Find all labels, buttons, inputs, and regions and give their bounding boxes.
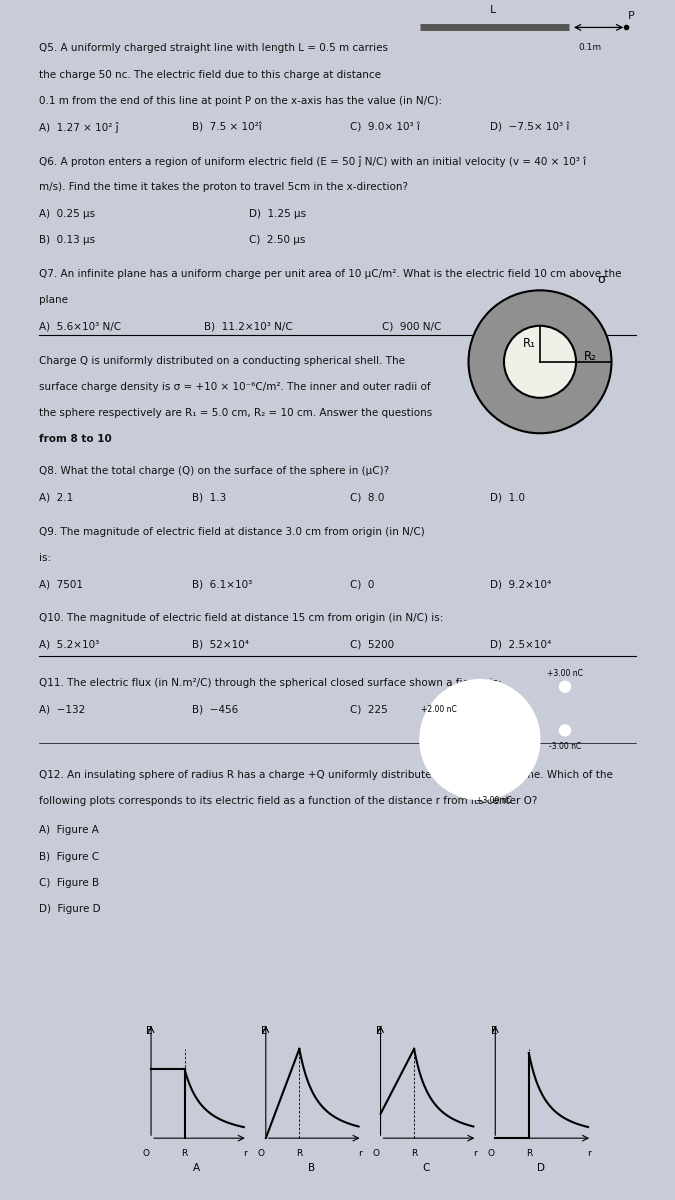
Text: B)  Figure C: B) Figure C	[39, 852, 99, 862]
Text: A: A	[193, 1163, 200, 1172]
Text: C)  5200: C) 5200	[350, 640, 394, 649]
Text: B: B	[308, 1163, 315, 1172]
Text: C: C	[423, 1163, 430, 1172]
Text: plane: plane	[39, 295, 68, 305]
Text: the charge 50 nc. The electric field due to this charge at distance: the charge 50 nc. The electric field due…	[39, 70, 381, 79]
Text: A)  0.25 μs: A) 0.25 μs	[39, 209, 95, 218]
Text: E: E	[146, 1026, 153, 1036]
Text: surface charge density is σ = +10 × 10⁻⁶C/m². The inner and outer radii of: surface charge density is σ = +10 × 10⁻⁶…	[39, 382, 431, 392]
Text: Q6. A proton enters a region of uniform electric field (E = 50 ĵ N/C) with an in: Q6. A proton enters a region of uniform …	[39, 156, 587, 167]
Text: O: O	[143, 1148, 150, 1158]
Text: E: E	[376, 1026, 382, 1036]
Text: A)  Figure A: A) Figure A	[39, 826, 99, 835]
Text: 0.1m: 0.1m	[578, 43, 601, 53]
Circle shape	[504, 325, 576, 398]
Text: Q10. The magnitude of electric field at distance 15 cm from origin (in N/C) is:: Q10. The magnitude of electric field at …	[39, 613, 443, 623]
Text: C)  8.0: C) 8.0	[350, 492, 385, 503]
Circle shape	[560, 682, 570, 692]
Text: the sphere respectively are R₁ = 5.0 cm, R₂ = 10 cm. Answer the questions: the sphere respectively are R₁ = 5.0 cm,…	[39, 408, 433, 418]
Text: +2.00 nC: +2.00 nC	[421, 706, 456, 714]
Text: C)  225: C) 225	[350, 704, 388, 714]
Text: P: P	[628, 12, 635, 22]
Text: C)  9.0× 10³ î: C) 9.0× 10³ î	[350, 122, 420, 132]
Text: D)  0: D) 0	[490, 704, 515, 714]
Text: B)  0.13 μs: B) 0.13 μs	[39, 235, 95, 245]
Text: B)  11.2×10³ N/C: B) 11.2×10³ N/C	[205, 322, 293, 331]
Text: D)  4500 N/C: D) 4500 N/C	[490, 322, 556, 331]
Text: following plots corresponds to its electric field as a function of the distance : following plots corresponds to its elect…	[39, 796, 538, 805]
Text: r: r	[472, 1148, 477, 1158]
Text: r: r	[358, 1148, 362, 1158]
Text: Q12. An insulating sphere of radius R has a charge +Q uniformly distributed thro: Q12. An insulating sphere of radius R ha…	[39, 769, 613, 780]
Text: L: L	[490, 5, 496, 14]
Text: B)  1.3: B) 1.3	[192, 492, 226, 503]
Text: C)  2.50 μs: C) 2.50 μs	[248, 235, 305, 245]
Text: A)  2.1: A) 2.1	[39, 492, 74, 503]
Text: D)  −7.5× 10³ î: D) −7.5× 10³ î	[490, 122, 569, 132]
Text: B)  7.5 × 10²î: B) 7.5 × 10²î	[192, 122, 261, 132]
Text: O: O	[373, 1148, 379, 1158]
Text: R₂: R₂	[583, 349, 597, 362]
Text: σ: σ	[597, 272, 605, 286]
Circle shape	[468, 290, 612, 433]
Text: B)  −456: B) −456	[192, 704, 238, 714]
Text: A)  5.2×10³: A) 5.2×10³	[39, 640, 99, 649]
Text: R₁: R₁	[523, 337, 536, 349]
Text: -3.00 nC: -3.00 nC	[549, 742, 581, 751]
Text: Q11. The electric flux (in N.m²/C) through the spherical closed surface shown a : Q11. The electric flux (in N.m²/C) throu…	[39, 678, 502, 689]
Text: D)  2.5×10⁴: D) 2.5×10⁴	[490, 640, 551, 649]
Text: A)  7501: A) 7501	[39, 580, 83, 589]
Text: A)  −132: A) −132	[39, 704, 86, 714]
Text: R: R	[182, 1148, 188, 1158]
Text: Q5. A uniformly charged straight line with length L = 0.5 m carries: Q5. A uniformly charged straight line wi…	[39, 43, 388, 53]
Text: from 8 to 10: from 8 to 10	[39, 434, 112, 444]
Text: C)  900 N/C: C) 900 N/C	[382, 322, 441, 331]
Text: R: R	[296, 1148, 302, 1158]
Text: A)  5.6×10³ N/C: A) 5.6×10³ N/C	[39, 322, 122, 331]
Text: D)  9.2×10⁴: D) 9.2×10⁴	[490, 580, 551, 589]
Text: +3.00 nC: +3.00 nC	[547, 668, 583, 678]
Text: A)  1.27 × 10² ĵ: A) 1.27 × 10² ĵ	[39, 122, 119, 133]
Text: r: r	[587, 1148, 591, 1158]
Text: Q9. The magnitude of electric field at distance 3.0 cm from origin (in N/C): Q9. The magnitude of electric field at d…	[39, 527, 425, 536]
Text: E: E	[491, 1026, 497, 1036]
Text: C)  Figure B: C) Figure B	[39, 878, 99, 888]
Text: Q8. What the total charge (Q) on the surface of the sphere in (μC)?: Q8. What the total charge (Q) on the sur…	[39, 467, 389, 476]
Text: m/s). Find the time it takes the proton to travel 5cm in the x-direction?: m/s). Find the time it takes the proton …	[39, 182, 408, 192]
Text: O: O	[258, 1148, 265, 1158]
Text: D: D	[537, 1163, 545, 1172]
Text: D)  Figure D: D) Figure D	[39, 904, 101, 914]
Text: B)  52×10⁴: B) 52×10⁴	[192, 640, 248, 649]
Text: 0.1 m from the end of this line at point P on the x-axis has the value (in N/C):: 0.1 m from the end of this line at point…	[39, 96, 442, 106]
Text: D)  1.25 μs: D) 1.25 μs	[248, 209, 306, 218]
Text: Charge Q is uniformly distributed on a conducting spherical shell. The: Charge Q is uniformly distributed on a c…	[39, 355, 405, 366]
Circle shape	[420, 679, 540, 799]
Text: is:: is:	[39, 553, 51, 563]
Text: D)  1.0: D) 1.0	[490, 492, 524, 503]
Text: R: R	[411, 1148, 417, 1158]
Circle shape	[433, 725, 444, 736]
Text: O: O	[487, 1148, 494, 1158]
Circle shape	[560, 725, 570, 736]
Text: +3.00 nC: +3.00 nC	[476, 796, 512, 805]
Text: r: r	[243, 1148, 247, 1158]
Text: Q7. An infinite plane has a uniform charge per unit area of 10 μC/m². What is th: Q7. An infinite plane has a uniform char…	[39, 269, 622, 280]
Text: B)  6.1×10³: B) 6.1×10³	[192, 580, 252, 589]
Circle shape	[488, 778, 500, 788]
Text: R: R	[526, 1148, 532, 1158]
Text: C)  0: C) 0	[350, 580, 375, 589]
Text: E: E	[261, 1026, 267, 1036]
